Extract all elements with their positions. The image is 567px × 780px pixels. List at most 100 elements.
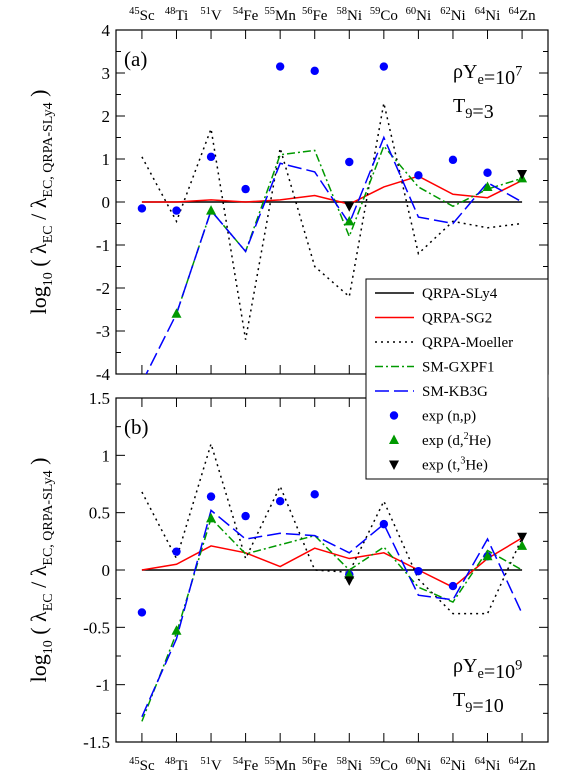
marker-exp-n-p: [379, 519, 389, 529]
legend-label-sm-kb3g: SM-KB3G: [422, 384, 488, 400]
legend-label-exp-n-p: exp (n,p): [422, 409, 476, 425]
marker-exp-n-p: [414, 171, 423, 180]
marker-exp-t-3he: [344, 576, 355, 586]
y-tick-label: -3: [96, 322, 110, 341]
marker-exp-n-p: [448, 581, 458, 591]
series-line-sm-kb3g: [141, 509, 523, 718]
marker-exp-d-2he: [344, 215, 355, 226]
y-tick-label: -2: [96, 279, 110, 298]
isotope-label-top: 54Fe: [233, 6, 259, 24]
isotope-label-top: 60Ni: [406, 6, 432, 24]
marker-exp-n-p: [310, 490, 319, 499]
isotope-label-bottom: 56Fe: [302, 756, 328, 774]
y-tick-label: 0: [102, 193, 111, 212]
y-tick-label: 4: [102, 21, 111, 40]
legend-label-exp-d-2he: exp (d,2He): [422, 431, 491, 449]
marker-exp-d-2he: [482, 550, 493, 561]
isotope-label-top: 58Ni: [337, 6, 363, 24]
marker-exp-t-3he: [517, 170, 528, 180]
marker-exp-d-2he: [482, 181, 493, 191]
series-line-sm-gxpf1: [141, 516, 523, 722]
y-tick-label: -1: [96, 676, 110, 695]
series-line-qrpa-moeller: [141, 102, 523, 340]
condition-density-b: ρYe=109: [453, 655, 522, 683]
marker-exp-n-p: [137, 204, 147, 213]
condition-temperature-a: T9=3: [453, 95, 494, 123]
marker-exp-n-p: [448, 155, 458, 165]
series-line-qrpa-moeller: [141, 441, 523, 615]
y-tick-label: -0.5: [83, 618, 110, 637]
isotope-label-bottom: 59Co: [370, 756, 398, 774]
isotope-label-top: 45Sc: [129, 6, 155, 24]
marker-exp-d-2he: [206, 512, 217, 523]
panel-a: 4 3 2 1 0 -1 -2 -3 -4 (a) ρYe=107 T9=3 log10 ( λEC /…: [26, 21, 549, 384]
marker-exp-d-2he: [206, 205, 217, 215]
marker-exp-n-p: [172, 206, 181, 215]
marker-exp-n-p: [241, 511, 250, 521]
y-tick-label: 3: [102, 64, 111, 83]
y-tick-label: 1.5: [89, 389, 110, 408]
top-isotope-labels: 45Sc 48Ti 51V 54Fe 55Mn 56Fe 58Ni 59Co 60Ni 62Ni 6…: [129, 6, 536, 24]
isotope-label-bottom: 55Mn: [264, 756, 296, 774]
condition-temperature-b: T9=10: [453, 689, 504, 717]
legend-label-exp-t-3he: exp (t,3He): [422, 456, 488, 474]
marker-exp-n-p: [241, 184, 250, 194]
isotope-label-bottom: 64Zn: [508, 756, 536, 774]
legend-swatch-exp-t-3he: [389, 460, 399, 470]
legend: QRPA-SLy4 QRPA-SG2 QRPA-Moeller SM-GXPF1 SM-…: [365, 278, 549, 480]
series-line-sm-kb3g: [145, 135, 523, 374]
y-tick-label: -4: [96, 365, 111, 384]
plot-area-b: [137, 441, 528, 722]
panel-label-a: (a): [124, 47, 147, 71]
isotope-label-top: 56Fe: [302, 6, 328, 24]
legend-box: [365, 278, 549, 480]
marker-exp-d-2he: [171, 308, 182, 318]
isotope-label-bottom: 51V: [200, 756, 222, 774]
y-tick-label: 2: [102, 107, 111, 126]
marker-exp-t-3he: [344, 202, 355, 212]
marker-exp-n-p: [275, 497, 285, 506]
panel-label-b: (b): [124, 415, 149, 439]
legend-label-qrpa-sg2: QRPA-SG2: [422, 311, 492, 327]
condition-density-a: ρYe=107: [453, 61, 522, 89]
isotope-label-top: 62Ni: [440, 6, 466, 24]
marker-exp-n-p: [172, 547, 181, 556]
isotope-label-bottom: 54Fe: [233, 756, 259, 774]
isotope-label-top: 55Mn: [264, 6, 296, 24]
marker-exp-d-2he: [171, 625, 182, 635]
y-tick-label: 0.5: [89, 504, 110, 523]
legend-label-sm-gxpf1: SM-GXPF1: [422, 360, 495, 376]
marker-exp-t-3he: [517, 532, 528, 543]
marker-exp-n-p: [379, 62, 389, 71]
y-tick-label: 0: [102, 561, 111, 580]
y-axis-label-a: log10 ( λEC / λEC, QRPA-SLy4 ): [26, 90, 56, 315]
y-axis-label-b: log10 ( λEC / λEC, QRPA-SLy4 ): [26, 458, 56, 683]
y-tick-label: -1.5: [83, 733, 110, 752]
series-line-qrpa-sg2: [141, 537, 523, 589]
bottom-isotope-labels: 45Sc 48Ti 51V 54Fe 55Mn 56Fe 58Ni 59Co 60Ni 62Ni 6…: [129, 756, 536, 774]
marker-exp-d-2he: [517, 540, 528, 550]
y-tick-label: 1: [102, 446, 111, 465]
plot-area-a: [137, 62, 528, 374]
legend-swatch-exp-n-p: [389, 411, 399, 420]
marker-exp-n-p: [206, 152, 216, 162]
isotope-label-top: 64Zn: [508, 6, 536, 24]
isotope-label-bottom: 60Ni: [406, 756, 432, 774]
legend-label-qrpa-moeller: QRPA-Moeller: [422, 335, 513, 351]
isotope-label-bottom: 45Sc: [129, 756, 155, 774]
isotope-label-bottom: 62Ni: [440, 756, 466, 774]
isotope-label-top: 64Ni: [475, 6, 501, 24]
marker-exp-n-p: [206, 492, 216, 501]
marker-exp-n-p: [483, 168, 492, 177]
isotope-label-bottom: 48Ti: [165, 756, 188, 774]
y-tick-label: -1: [96, 236, 110, 255]
isotope-label-top: 48Ti: [165, 6, 188, 24]
marker-exp-n-p: [345, 157, 354, 167]
marker-exp-n-p: [137, 608, 147, 617]
series-line-qrpa-sg2: [141, 175, 523, 205]
y-tick-label: 1: [102, 150, 111, 169]
marker-exp-d-2he: [344, 569, 355, 579]
isotope-label-bottom: 58Ni: [337, 756, 363, 774]
legend-label-qrpa-sly4: QRPA-SLy4: [422, 286, 498, 302]
